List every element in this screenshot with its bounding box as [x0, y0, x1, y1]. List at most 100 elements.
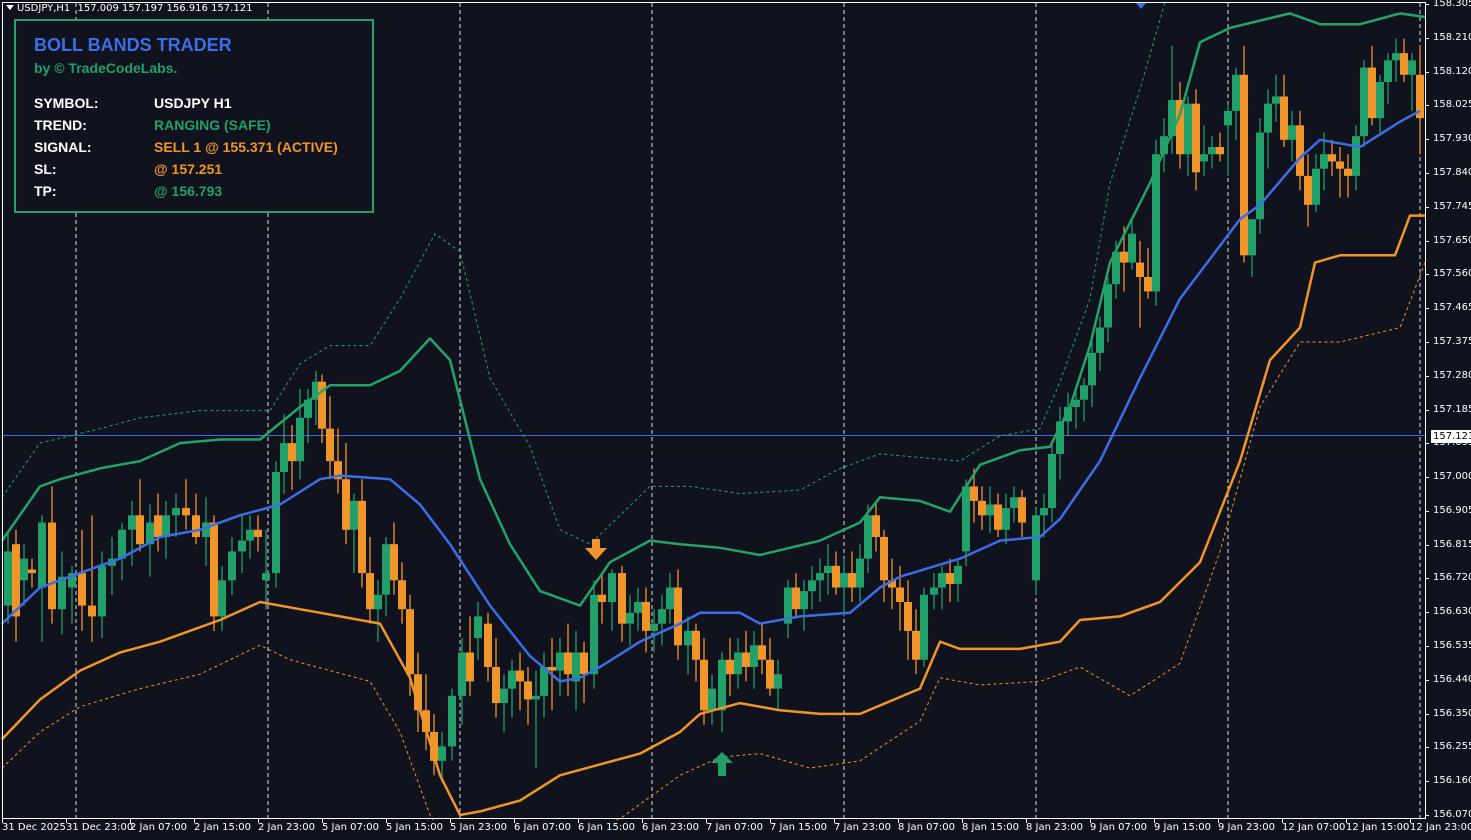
price-tick: 157.000 — [1424, 471, 1471, 482]
candle-body — [172, 508, 180, 516]
time-tick-label: 8 Jan 23:00 — [1026, 818, 1083, 833]
candle-body — [1120, 251, 1128, 263]
candle-body — [58, 576, 66, 610]
candle-body — [1176, 100, 1184, 155]
candle-body — [262, 573, 270, 581]
candle-body — [1002, 508, 1010, 530]
trend-value: RANGING (SAFE) — [154, 117, 271, 133]
candle-body — [1384, 60, 1392, 83]
candle-body — [590, 594, 598, 675]
candle-body — [774, 674, 782, 689]
candle-body — [766, 659, 774, 689]
price-tick-label: 156.440 — [1433, 673, 1471, 685]
candle-body — [1168, 100, 1176, 137]
candle-body — [1400, 53, 1408, 75]
price-axis[interactable]: 158.305 158.210 158.120 158.025 157.930 157.8… — [1424, 0, 1471, 820]
candle-body — [1048, 453, 1056, 509]
time-tick-label: 12 Jan 15:00 — [1346, 818, 1410, 833]
time-tick-label: 31 Dec 23:00 — [66, 818, 134, 833]
dropdown-triangle-icon[interactable] — [6, 5, 14, 10]
candle-body — [246, 529, 254, 541]
time-tick-label: 9 Jan 15:00 — [1154, 818, 1211, 833]
price-tick-label: 156.350 — [1433, 707, 1471, 719]
candle-body — [1080, 385, 1088, 400]
candle-body — [1104, 284, 1112, 328]
price-tick: 156.255 — [1424, 741, 1471, 753]
time-tick-label: 9 Jan 07:00 — [1090, 818, 1147, 833]
candle-body — [1152, 154, 1160, 292]
candle-body — [816, 573, 824, 581]
candle-body — [1336, 161, 1344, 169]
symbol-header[interactable]: USDJPY,H1 157.009 157.197 156.916 157.12… — [6, 3, 252, 14]
candle-body — [920, 594, 928, 660]
candle-body — [192, 515, 200, 537]
price-tick-label: 157.930 — [1433, 133, 1471, 145]
candle-body — [1240, 74, 1248, 256]
candle-body — [556, 652, 564, 671]
candle-body — [1344, 168, 1352, 176]
candle-body — [390, 544, 398, 581]
time-tick-label: 9 Jan 23:00 — [1218, 818, 1275, 833]
candle-body — [500, 688, 508, 704]
candle-body — [1096, 327, 1104, 353]
candle-body — [718, 659, 726, 711]
candle-body — [1408, 60, 1416, 75]
candle-body — [1184, 103, 1192, 155]
price-tick: 158.305 — [1424, 0, 1471, 9]
price-tick: 157.560 — [1424, 268, 1471, 280]
price-tick-label: 156.255 — [1433, 741, 1471, 753]
candle-body — [358, 500, 366, 574]
time-tick-label: 8 Jan 15:00 — [962, 818, 1019, 833]
time-tick-label: 6 Jan 07:00 — [514, 818, 571, 833]
sl-value: @ 157.251 — [154, 161, 223, 177]
candle-body — [88, 605, 96, 617]
candle-body — [978, 500, 986, 516]
candle-body — [238, 540, 246, 552]
candle-body — [970, 486, 978, 501]
candle-body — [1136, 262, 1144, 277]
candle-body — [734, 652, 742, 675]
candle-body — [1018, 497, 1026, 523]
time-tick-label: 5 Jan 23:00 — [450, 818, 507, 833]
candle-body — [272, 471, 280, 574]
candle-body — [474, 616, 482, 639]
candle-body — [202, 522, 210, 537]
price-tick-label: 157.560 — [1433, 268, 1471, 280]
price-tick: 157.650 — [1424, 235, 1471, 246]
time-tick-label: 31 Dec 2025 — [2, 818, 66, 833]
candle-body — [492, 666, 500, 704]
candle-body — [954, 565, 962, 584]
candle-body — [458, 652, 466, 696]
time-axis[interactable]: 31 Dec 2025 31 Dec 23:00 2 Jan 07:00 2 Jan … — [0, 818, 1471, 840]
price-tick: 157.930 — [1424, 133, 1471, 145]
price-chart[interactable] — [0, 0, 1427, 820]
panel-title: BOLL BANDS TRADER — [34, 35, 232, 55]
candle-body — [564, 652, 572, 675]
candle-body — [182, 508, 190, 516]
tp-label: TP: — [34, 183, 57, 199]
candle-body — [422, 710, 430, 732]
price-tick-label: 157.465 — [1433, 302, 1471, 314]
middle-band — [1, 109, 1421, 683]
candle-body — [1328, 154, 1336, 162]
candle-body — [68, 573, 76, 588]
current-price-label: 157.121 — [1431, 429, 1471, 443]
price-tick: 156.630 — [1424, 606, 1471, 617]
candle-body — [78, 573, 86, 606]
price-tick-label: 157.185 — [1433, 403, 1471, 415]
candle-body — [136, 515, 144, 545]
price-tick: 158.210 — [1424, 32, 1471, 43]
candle-body — [414, 674, 422, 711]
candle-body — [1144, 277, 1152, 292]
candle-body — [4, 551, 12, 606]
candle-body — [334, 461, 342, 480]
candle-body — [848, 573, 856, 588]
price-tick: 156.905 — [1424, 505, 1471, 516]
sl-label: SL: — [34, 161, 57, 177]
candle-body — [904, 601, 912, 631]
candle-body — [210, 522, 218, 617]
price-tick: 156.535 — [1424, 640, 1471, 651]
candle-body — [708, 688, 716, 711]
candle-body — [580, 652, 588, 675]
